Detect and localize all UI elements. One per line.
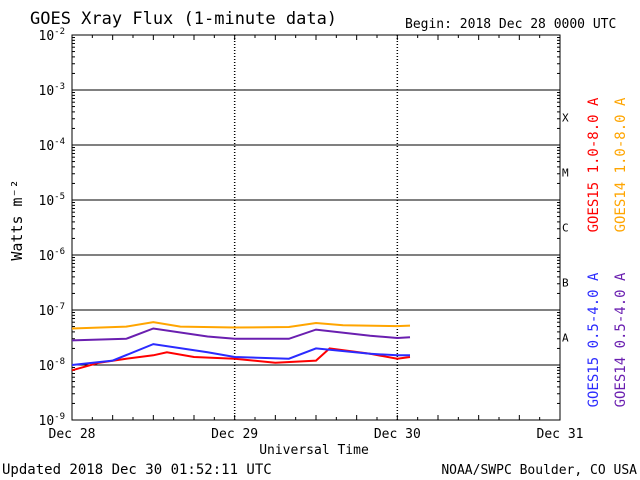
y-tick-label: 10-3	[39, 82, 66, 99]
footer-credit: NOAA/SWPC Boulder, CO USA	[441, 463, 637, 478]
flare-class-label: C	[562, 222, 569, 235]
x-axis-label: Universal Time	[259, 443, 369, 458]
x-tick-label: Dec 31	[537, 427, 584, 442]
plot-frame	[71, 34, 561, 421]
flare-class-label: X	[562, 112, 569, 125]
series-line	[71, 321, 411, 330]
x-tick-label: Dec 30	[374, 427, 421, 442]
legend-entry: GOES15 1.0-8.0 A	[586, 97, 602, 232]
y-tick-label: 10-8	[39, 357, 66, 374]
y-tick-label: 10-2	[39, 27, 66, 44]
footer-updated: Updated 2018 Dec 30 01:52:11 UTC	[2, 462, 272, 478]
legend-entry: GOES15 0.5-4.0 A	[586, 272, 602, 407]
legend-entry: GOES14 0.5-4.0 A	[613, 272, 629, 407]
x-tick-label: Dec 29	[211, 427, 258, 442]
y-tick-label: 10-6	[39, 247, 66, 264]
flare-class-label: M	[562, 167, 569, 180]
series-line	[71, 343, 410, 366]
y-axis-label: Watts m⁻²	[8, 179, 26, 260]
y-tick-label: 10-5	[39, 192, 66, 209]
flare-class-label: B	[562, 277, 569, 290]
y-tick-label: 10-4	[39, 137, 66, 154]
y-tick-label: 10-7	[39, 302, 66, 319]
series-line	[71, 347, 411, 372]
y-tick-label: 10-9	[39, 412, 66, 429]
chart-title: GOES Xray Flux (1-minute data)	[30, 9, 337, 29]
series-line	[71, 327, 411, 342]
begin-label: Begin: 2018 Dec 28 0000 UTC	[405, 17, 616, 32]
x-tick-label: Dec 28	[49, 427, 96, 442]
legend-entry: GOES14 1.0-8.0 A	[613, 97, 629, 232]
flare-class-label: A	[562, 332, 569, 345]
